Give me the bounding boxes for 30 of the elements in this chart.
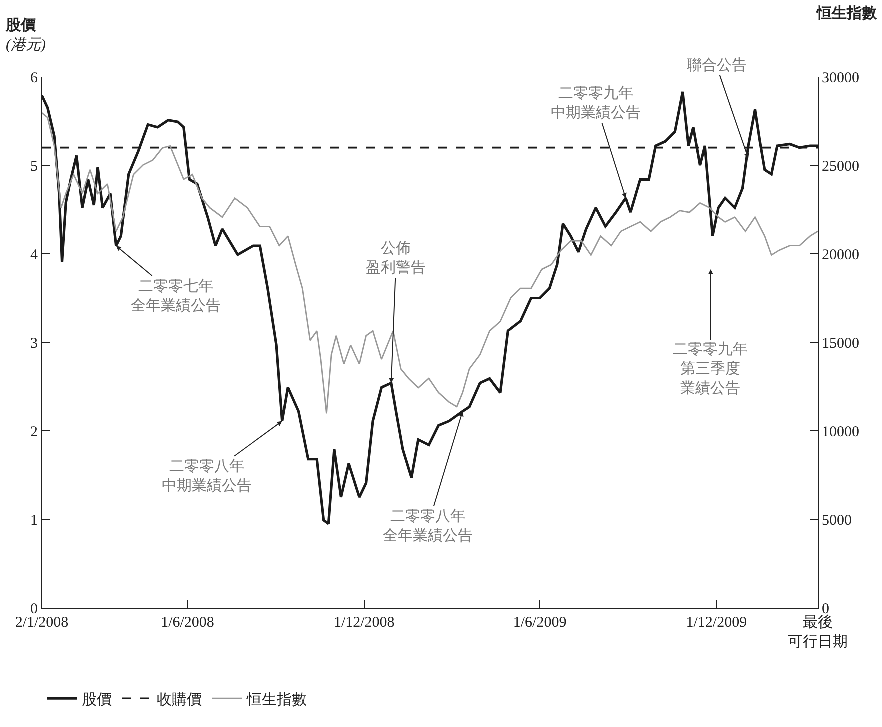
y-tick-label: 2 [30,424,38,440]
annotation: 公佈盈利警告 [366,240,426,276]
y-tick-label: 5 [30,158,38,175]
y-axis-title: 股價 (港元) [5,17,46,54]
annotation: 二零零九年第三季度業績公告 [673,341,748,397]
legend-label: 股價 [82,692,112,708]
y-tick-label: 1 [30,512,38,529]
annotation: 二零零八年中期業績公告 [162,458,252,494]
x-tick-label: 2/1/2008 [15,615,69,631]
x-tick-label: 1/6/2008 [161,615,214,631]
y-tick-label: 3 [30,336,38,352]
y-tick-label: 0 [30,601,38,618]
y2-tick-label: 25000 [822,158,860,175]
legend-label: 恒生指數 [246,691,307,708]
y2-tick-label: 20000 [822,247,860,264]
annotation: 二零零七年全年業績公告 [131,278,221,314]
y-tick-label: 6 [30,70,38,86]
x-tick-label: 1/12/2008 [334,615,395,631]
legend-label: 收購價 [157,691,202,708]
annotation: 二零零八年全年業績公告 [383,508,473,544]
y2-tick-label: 10000 [822,424,860,440]
x-tick-label: 1/12/2009 [686,615,748,631]
annotation: 聯合公告 [687,57,747,74]
annotation: 二零零九年中期業績公告 [551,85,641,122]
y2-tick-label: 30000 [822,70,860,86]
y2-tick-label: 5000 [822,512,852,529]
y2-tick-label: 15000 [822,336,860,352]
x-tick-label: 1/6/2009 [513,615,567,631]
y2-axis-title: 恒生指數 [816,5,878,22]
y-tick-label: 4 [30,247,38,264]
